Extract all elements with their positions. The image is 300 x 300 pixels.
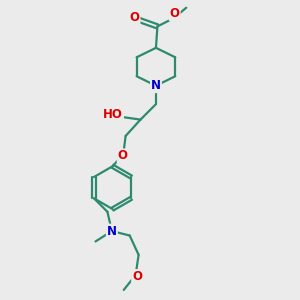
Text: O: O — [132, 270, 142, 283]
Text: O: O — [170, 7, 180, 20]
Text: O: O — [118, 149, 128, 162]
Text: N: N — [151, 79, 161, 92]
Text: N: N — [107, 225, 117, 238]
Text: HO: HO — [103, 108, 123, 121]
Text: O: O — [130, 11, 140, 24]
